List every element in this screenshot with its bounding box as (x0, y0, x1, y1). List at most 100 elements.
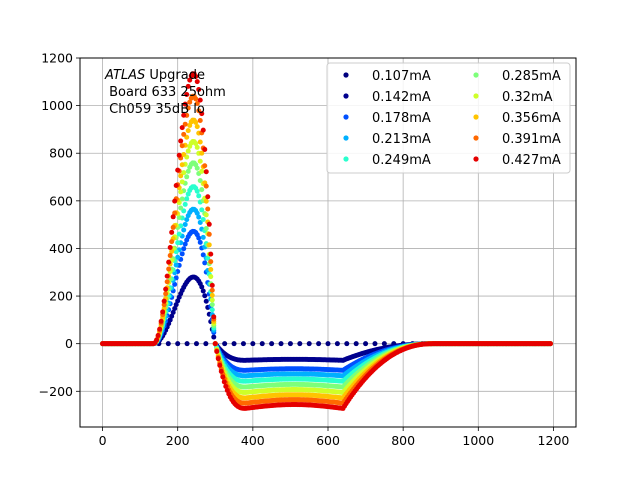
data-point (334, 341, 340, 347)
legend-item: 0.142mA (343, 90, 431, 105)
y-tick-label: 1200 (41, 51, 73, 66)
data-point (200, 234, 206, 240)
data-point (200, 216, 206, 222)
data-point (179, 179, 185, 185)
data-point (184, 341, 190, 347)
data-point (155, 332, 161, 338)
legend-marker (473, 93, 479, 99)
legend-marker (473, 114, 479, 120)
data-point (205, 255, 211, 261)
series-markers (100, 71, 553, 411)
data-point (194, 124, 200, 130)
data-point (197, 158, 203, 164)
data-point (287, 341, 293, 347)
data-point (178, 138, 184, 144)
data-point (231, 341, 237, 347)
data-point (184, 196, 190, 202)
legend-item: 0.178mA (343, 111, 431, 126)
data-point (209, 282, 215, 288)
data-point (169, 229, 175, 235)
y-tick-label: 1000 (41, 98, 73, 113)
legend-item: 0.107mA (343, 69, 431, 84)
data-point (194, 165, 200, 171)
data-point (154, 337, 160, 343)
data-point (175, 341, 181, 347)
data-point (278, 341, 284, 347)
data-point (250, 341, 256, 347)
data-point (202, 260, 208, 266)
legend-item: 0.285mA (473, 69, 561, 84)
data-point (202, 293, 208, 299)
data-point (209, 292, 215, 298)
data-point (173, 262, 179, 268)
data-point (202, 163, 208, 169)
data-point (163, 286, 169, 292)
data-point (193, 73, 199, 79)
data-point (208, 251, 214, 257)
data-point (193, 341, 199, 347)
legend-label: 0.142mA (372, 90, 431, 105)
x-tick-label: 1200 (538, 433, 570, 448)
data-point (202, 146, 208, 152)
data-point (363, 341, 369, 347)
data-point (211, 314, 217, 320)
data-point (176, 215, 182, 221)
data-point (165, 341, 171, 347)
legend-marker (473, 135, 479, 141)
data-point (208, 274, 214, 280)
data-point (217, 362, 223, 368)
data-point (208, 259, 214, 265)
data-point (185, 105, 191, 111)
data-point (215, 356, 221, 362)
data-point (170, 224, 176, 230)
data-point (167, 253, 173, 259)
x-tick-label: 0 (99, 433, 107, 448)
legend-item: 0.427mA (473, 153, 561, 168)
x-tick-label: 1000 (462, 433, 494, 448)
data-point (170, 309, 176, 315)
data-point (179, 251, 185, 257)
data-point (194, 188, 200, 194)
data-point (166, 259, 172, 265)
data-point (187, 77, 193, 83)
y-tick-label: 400 (49, 241, 73, 256)
data-point (169, 248, 175, 254)
data-point (214, 348, 220, 354)
x-tick-label: 400 (241, 433, 265, 448)
data-point (179, 162, 185, 168)
data-point (181, 246, 187, 252)
data-point (269, 341, 275, 347)
data-point (203, 212, 209, 218)
data-point (175, 167, 181, 173)
data-point (325, 341, 331, 347)
data-point (197, 139, 203, 145)
data-point (164, 273, 170, 279)
data-point (184, 91, 190, 97)
data-point (193, 119, 199, 125)
data-point (184, 174, 190, 180)
data-point (158, 318, 164, 324)
data-point (200, 288, 206, 294)
legend-marker (343, 93, 349, 99)
axis-ticks: 0 200 400 600 800 1000 1200 −200 0 200 400 600 800 10… (39, 51, 570, 449)
data-point (259, 341, 265, 347)
data-point (176, 231, 182, 237)
y-tick-label: 600 (49, 193, 73, 208)
data-point (203, 183, 209, 189)
data-point (218, 368, 224, 374)
data-point (199, 168, 205, 174)
data-point (200, 252, 206, 258)
data-point (182, 101, 188, 107)
annotation-channel: Ch059 35dB lo (105, 102, 205, 117)
data-point (203, 226, 209, 232)
legend-label: 0.213mA (372, 132, 431, 147)
data-point (172, 281, 178, 287)
data-point (209, 302, 215, 308)
data-point (182, 221, 188, 227)
data-point (161, 302, 167, 308)
data-point (182, 201, 188, 207)
data-point (353, 341, 359, 347)
data-point (199, 284, 205, 290)
legend-label: 0.178mA (372, 111, 431, 126)
data-point (372, 341, 378, 347)
